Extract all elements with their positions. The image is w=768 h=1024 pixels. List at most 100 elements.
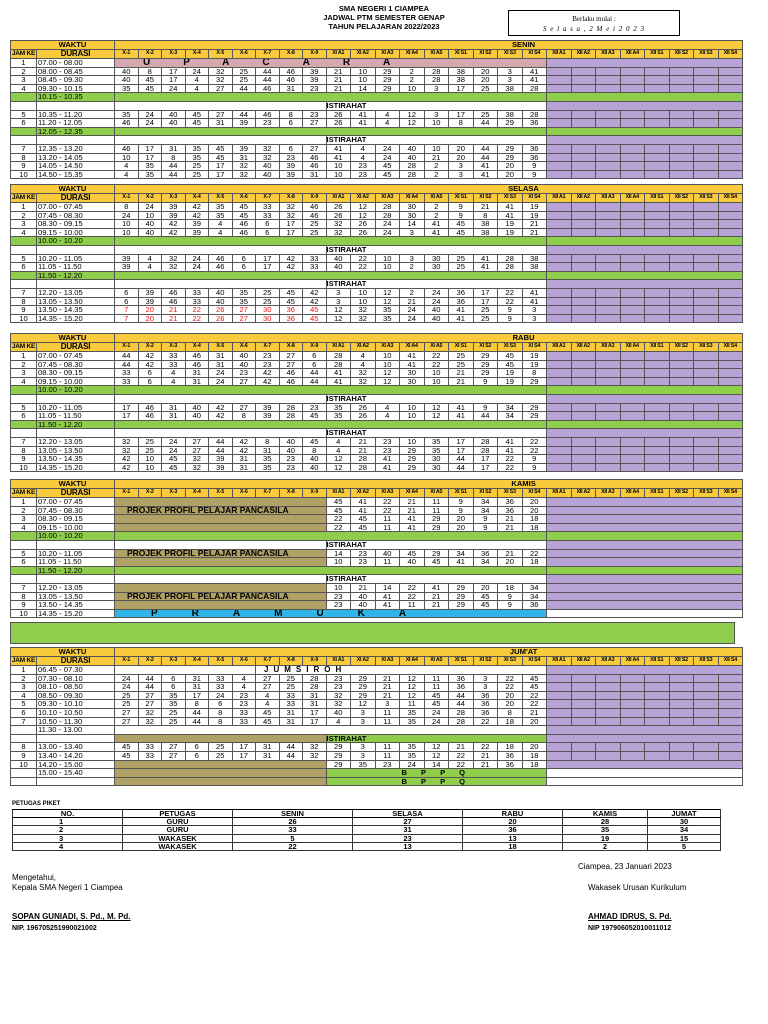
class-cell: 22 [423,359,449,370]
filler [546,436,572,447]
empty [10,428,37,438]
filler [546,462,572,473]
class-cell: 46 [255,83,280,94]
filler [545,428,744,438]
filler [619,454,645,464]
class-cell: 17 [278,227,303,238]
filler [595,262,621,272]
period-row: 1 06.45 - 07.30 JUMSIROH [10,665,744,675]
class-cell: 41 [374,591,400,602]
schedule-jumat: WAKTU JUM'AT JAM KE DURASI X-1 X-2 X-3 X-4 X-5 X-… [10,647,744,787]
filler [668,699,694,709]
class-cell: 29 [472,351,498,361]
class-cell: 41 [472,169,498,180]
class-cell: 26 [350,411,376,421]
class-cell: 10 [399,411,425,421]
class-cell: 32 [302,742,327,752]
class-cell: 29 [521,411,547,421]
class-cell: 9 [472,522,498,533]
class-cell: 4 [208,227,233,238]
class-cell: 45 [114,750,139,761]
empty [10,100,37,111]
jam-ke: 7 [10,716,37,727]
class-cell: 46 [278,376,303,387]
filler [545,725,744,735]
filler [545,582,744,593]
class-cell: 12 [325,313,351,324]
class-cell: 25 [302,227,327,238]
filler [644,83,670,94]
break-fill [114,531,547,541]
filler [693,699,719,709]
class-cell: 22 [497,287,523,298]
class-cell: 30 [399,202,425,212]
class-cell: 27 [161,750,186,761]
filler [693,219,719,229]
waktu-label: WAKTU [10,647,115,657]
duration: 14.50 - 15.35 [36,169,115,180]
duration: 09.30 - 10.15 [36,83,115,94]
column-header: XII A1 [546,656,572,666]
piket-row: 1 GURU 26 27 20 28 30 [12,817,721,827]
filler [570,742,596,752]
jam-ke: 7 [10,582,37,593]
class-cell: 23 [325,600,351,610]
period-row: 2 08.00 - 08.45 40 8 17 24 32 25 44 46 39 21 10 29 2 28… [10,66,744,77]
column-header: XII S3 [693,488,719,498]
filler [717,351,744,361]
class-cell: 23 [302,402,327,413]
class-cell: 28 [521,83,547,94]
class-cell: 44 [184,707,209,718]
column-header: X-1 [114,193,139,203]
class-cell: 12 [399,673,425,684]
class-cell: 36 [472,690,498,701]
class-cell: 8 [114,202,139,212]
column-header: XII A4 [619,488,645,498]
column-header: X-4 [184,488,209,498]
period-row: 8 13.05 - 13.50 6 39 46 33 40 35 25 45 42 3 10 12 21 24… [10,296,743,307]
class-cell: 29 [350,673,376,684]
filler [546,368,572,378]
class-cell: 45 [278,296,303,307]
class-cell: 29 [399,462,425,473]
filler [644,305,670,315]
filler [570,83,596,94]
waktu-label: WAKTU [10,479,115,489]
class-cell: 21 [374,682,400,692]
class-cell: 45 [137,83,162,94]
class-cell: 19 [521,202,547,212]
column-header: XI S3 [497,488,523,498]
filler [619,262,645,272]
break-jam [10,419,37,430]
class-cell: 3 [350,742,376,752]
filler [546,169,572,180]
duration: 11.05 - 11.50 [36,411,115,421]
filler [668,368,694,378]
column-header: XI S1 [448,488,474,498]
filler [595,716,621,727]
class-cell: 24 [161,445,186,456]
period-row: 4 09.30 - 10.15 35 45 24 4 27 44 46 31 23 21 14 29 10 3… [10,83,744,94]
filler [619,143,645,154]
filler [717,161,744,171]
filler [717,262,743,272]
filler [668,436,694,447]
class-cell: 31 [231,454,256,464]
break-time: 11.50 - 12.20 [36,270,115,281]
class-cell: 41 [350,109,376,120]
class-cell: 27 [231,305,256,315]
class-cell: 30 [399,368,425,378]
class-cell: 21 [423,591,449,602]
column-header: X-1 [114,342,139,352]
class-cell: 12 [350,699,376,709]
filler [595,227,621,238]
filler [546,236,743,246]
column-header: XI S2 [472,342,498,352]
filler [693,742,719,752]
istirahat-row: ISTIRAHAT [10,393,744,404]
class-cell: 42 [114,462,139,473]
class-cell: 41 [325,376,351,387]
class-cell: 20 [448,143,474,154]
class-cell: 4 [161,376,186,387]
column-header: DURASI [36,488,115,498]
